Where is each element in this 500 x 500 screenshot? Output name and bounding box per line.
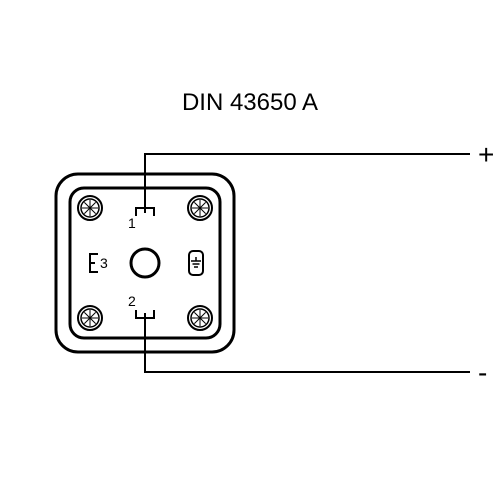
pin-3-label: 3 <box>100 255 108 271</box>
pin-1-label: 1 <box>128 215 136 231</box>
screw-2 <box>78 306 102 330</box>
pin-2-label: 2 <box>128 293 136 309</box>
diagram-title: DIN 43650 A <box>182 89 318 116</box>
positive-sign: + <box>478 139 494 170</box>
wiring-diagram: + - 1 2 3 DIN 43650 A <box>0 0 500 500</box>
center-hole <box>131 249 159 277</box>
screw-1 <box>188 196 212 220</box>
screw-3 <box>188 306 212 330</box>
negative-sign: - <box>478 357 487 388</box>
screw-0 <box>78 196 102 220</box>
